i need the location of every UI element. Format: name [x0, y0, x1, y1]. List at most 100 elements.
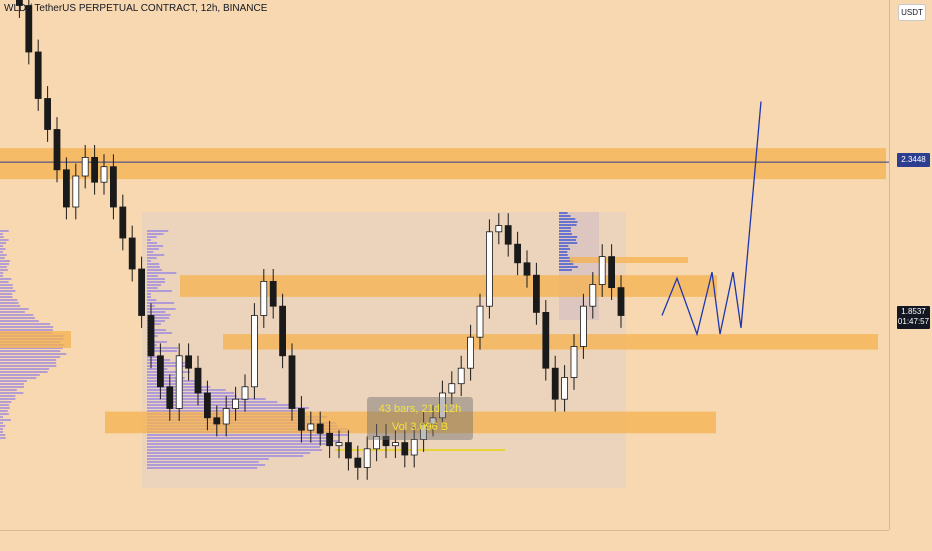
profile-bar: [147, 440, 339, 442]
small-profile-bar: [559, 245, 568, 247]
visible-range-profile-bar: [0, 392, 23, 394]
visible-range-profile-bar: [0, 269, 8, 271]
candle-down: [195, 368, 201, 393]
candle-down: [92, 157, 98, 182]
visible-range-profile-bar: [0, 419, 11, 421]
candle-up: [251, 316, 257, 387]
visible-range-profile-bar: [0, 428, 3, 430]
visible-range-profile-bar: [0, 260, 10, 262]
small-profile-bar: [559, 266, 578, 268]
profile-bar: [147, 371, 190, 373]
profile-bar: [147, 311, 165, 313]
candle-up: [486, 232, 492, 306]
candle-down: [120, 207, 126, 238]
profile-bar: [147, 434, 348, 436]
visible-range-profile-bar: [0, 311, 25, 313]
small-profile-bar: [559, 227, 571, 229]
profile-bar: [147, 242, 157, 244]
measure-bars-text: 43 bars, 21d 12h: [367, 403, 473, 415]
small-profile-bar: [559, 242, 577, 244]
profile-bar: [147, 389, 226, 391]
candle-down: [214, 418, 220, 424]
visible-range-profile-bar: [0, 245, 3, 247]
profile-bar: [147, 452, 310, 454]
visible-range-profile-bar: [0, 329, 53, 331]
profile-bar: [147, 251, 153, 253]
visible-range-profile-bar: [0, 422, 3, 424]
candle-down: [552, 368, 558, 399]
profile-bar: [147, 287, 158, 289]
profile-bar: [147, 461, 259, 463]
visible-range-profile-bar: [0, 293, 12, 295]
small-resistance-zone: [570, 257, 688, 263]
profile-bar: [147, 230, 168, 232]
visible-range-profile-bar: [0, 314, 33, 316]
visible-range-profile-bar: [0, 320, 39, 322]
profile-bar: [147, 446, 320, 448]
small-profile-bar: [559, 254, 568, 256]
small-profile-bar: [559, 236, 577, 238]
time-axis[interactable]: [0, 530, 889, 551]
candle-down: [289, 356, 295, 409]
visible-range-profile-bar: [0, 401, 11, 403]
candle-down: [110, 167, 116, 207]
candle-up: [223, 409, 229, 425]
candle-down: [515, 244, 521, 263]
candle-down: [609, 257, 615, 288]
measure-volume-text: Vol 3.096 B: [367, 421, 473, 433]
profile-bar: [147, 293, 151, 295]
visible-range-profile-bar: [0, 296, 12, 298]
visible-range-profile-bar: [0, 386, 24, 388]
candle-up: [233, 399, 239, 408]
profile-bar: [147, 272, 176, 274]
visible-range-profile-bar: [0, 407, 10, 409]
profile-bar: [147, 263, 159, 265]
visible-range-profile-bar: [0, 323, 50, 325]
candle-down: [35, 52, 41, 99]
visible-range-profile-bar: [0, 236, 4, 238]
visible-range-profile-bar: [0, 413, 9, 415]
profile-bar: [147, 233, 164, 235]
candle-up: [496, 226, 502, 232]
visible-range-profile-bar: [0, 356, 60, 358]
profile-bar: [147, 383, 195, 385]
small-profile-bar: [559, 221, 577, 223]
visible-range-profile-bar: [0, 290, 15, 292]
candle-up: [73, 176, 79, 207]
profile-bar: [147, 245, 163, 247]
candle-up: [336, 443, 342, 446]
price-axis[interactable]: [889, 0, 932, 530]
candle-down: [167, 387, 173, 409]
visible-range-profile-bar: [0, 254, 7, 256]
profile-bar: [147, 236, 157, 238]
left-zone: [0, 331, 71, 348]
candle-up: [101, 167, 107, 183]
candle-up: [261, 281, 267, 315]
candle-up: [411, 440, 417, 456]
visible-range-profile-bar: [0, 248, 6, 250]
profile-bar: [147, 239, 151, 241]
visible-range-profile-bar: [0, 308, 29, 310]
visible-range-profile-bar: [0, 434, 5, 436]
small-profile-bar: [559, 248, 570, 250]
profile-bar: [147, 437, 334, 439]
visible-range-profile-bar: [0, 275, 3, 277]
visible-range-profile-bar: [0, 230, 9, 232]
candle-up: [392, 443, 398, 446]
candle-up: [449, 384, 455, 393]
visible-range-profile-bar: [0, 287, 13, 289]
visible-range-profile-bar: [0, 299, 17, 301]
visible-range-profile-bar: [0, 383, 24, 385]
visible-range-profile-bar: [0, 425, 5, 427]
profile-bar: [147, 266, 160, 268]
candle-down: [345, 443, 351, 459]
small-profile-bar: [559, 233, 572, 235]
bar-countdown: 01:47:57: [897, 317, 930, 327]
candle-up: [82, 157, 88, 176]
profile-bar: [147, 458, 269, 460]
volume-profile-layer: [0, 212, 626, 488]
candle-up: [242, 387, 248, 399]
visible-range-profile-bar: [0, 239, 9, 241]
currency-button[interactable]: USDT: [898, 4, 926, 21]
